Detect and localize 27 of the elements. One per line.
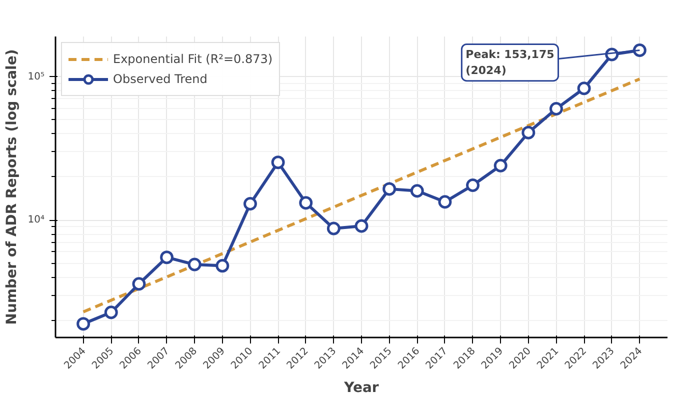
point [132,277,146,291]
point [354,219,368,233]
point [438,195,452,209]
point [104,306,118,320]
point [410,184,424,198]
point [216,259,230,273]
point [549,102,563,116]
point [632,44,646,57]
point [382,182,396,196]
legend-label: Observed Trend [113,72,208,86]
point [494,158,508,172]
point [299,196,313,210]
point [577,82,591,96]
annotation: Peak: 153,175 (2024) [466,48,554,77]
x-axis-title: Year [343,380,379,396]
y-tick-label: 10⁴ [28,214,44,226]
point [326,222,340,236]
point [243,197,257,211]
point [271,156,285,170]
y-tick-label: 10⁵ [28,71,44,82]
point [522,126,536,140]
point [76,317,90,331]
point [160,250,174,264]
legend-label: Exponential Fit (R²=0.873) [113,52,273,66]
point [466,178,480,192]
y-axis-title: Number of ADR Reports (log scale) [4,49,20,325]
point [188,258,202,272]
